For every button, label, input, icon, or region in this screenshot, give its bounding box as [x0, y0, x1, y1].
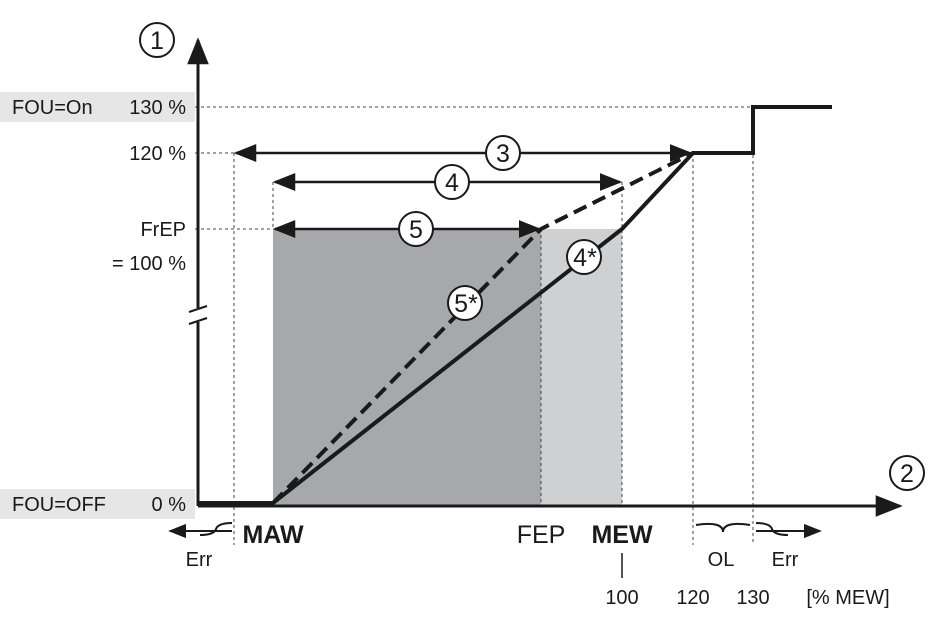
- fou-off-label: FOU=OFF: [12, 494, 106, 516]
- ol-label: OL: [708, 549, 735, 571]
- y-label-120: 120 %: [129, 143, 186, 165]
- x-tick-120: 120: [676, 587, 709, 609]
- callout-span-4: 4: [434, 164, 470, 200]
- fou-on-label: FOU=On: [12, 97, 93, 119]
- y-label-0: 0 %: [152, 494, 187, 516]
- y-label-frep: FrEP: [140, 219, 186, 241]
- callout-y-axis: 1: [139, 22, 175, 58]
- callout-span-3: 3: [485, 135, 521, 171]
- x-label-mew: MEW: [591, 521, 653, 549]
- svg-text:3: 3: [496, 140, 510, 168]
- x-label-fep: FEP: [517, 521, 566, 549]
- svg-text:4: 4: [445, 169, 459, 197]
- callout-curve-5: 5*: [447, 285, 483, 321]
- callout-span-5: 5: [398, 211, 434, 247]
- svg-text:5: 5: [409, 216, 423, 244]
- err-left-indicator: [168, 522, 233, 539]
- svg-text:4*: 4*: [573, 244, 597, 272]
- err-right-indicator: [755, 522, 822, 539]
- err-right-label: Err: [772, 549, 799, 571]
- svg-text:5*: 5*: [454, 290, 478, 318]
- x-tick-130: 130: [736, 587, 769, 609]
- y-axis-break: [188, 305, 208, 325]
- fou-on-label-bg: [0, 92, 195, 122]
- svg-text:1: 1: [150, 27, 164, 55]
- ol-brace: [695, 522, 751, 533]
- x-label-maw: MAW: [242, 521, 304, 549]
- x-unit-label: [% MEW]: [806, 587, 889, 609]
- region-fep-mew: [541, 229, 622, 506]
- err-left-label: Err: [186, 549, 213, 571]
- y-label-130: 130 %: [129, 97, 186, 119]
- y-label-100: = 100 %: [112, 253, 186, 275]
- svg-text:2: 2: [900, 460, 914, 488]
- curve-5-star: [271, 151, 694, 505]
- callout-curve-4: 4*: [566, 239, 602, 275]
- fou-off-label-bg: [0, 489, 195, 519]
- callout-x-axis: 2: [889, 455, 925, 491]
- x-tick-100: 100: [605, 587, 638, 609]
